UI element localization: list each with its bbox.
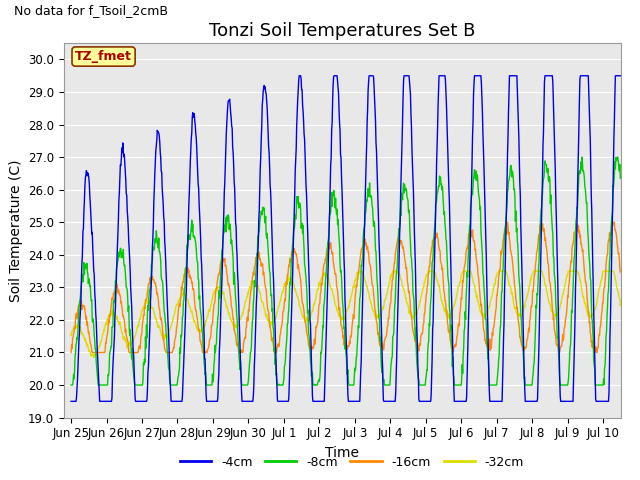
Text: No data for f_Tsoil_2cmB: No data for f_Tsoil_2cmB bbox=[14, 4, 168, 17]
Text: TZ_fmet: TZ_fmet bbox=[75, 50, 132, 63]
Title: Tonzi Soil Temperatures Set B: Tonzi Soil Temperatures Set B bbox=[209, 22, 476, 40]
Y-axis label: Soil Temperature (C): Soil Temperature (C) bbox=[8, 159, 22, 301]
Legend: -4cm, -8cm, -16cm, -32cm: -4cm, -8cm, -16cm, -32cm bbox=[175, 451, 529, 474]
X-axis label: Time: Time bbox=[325, 446, 360, 460]
